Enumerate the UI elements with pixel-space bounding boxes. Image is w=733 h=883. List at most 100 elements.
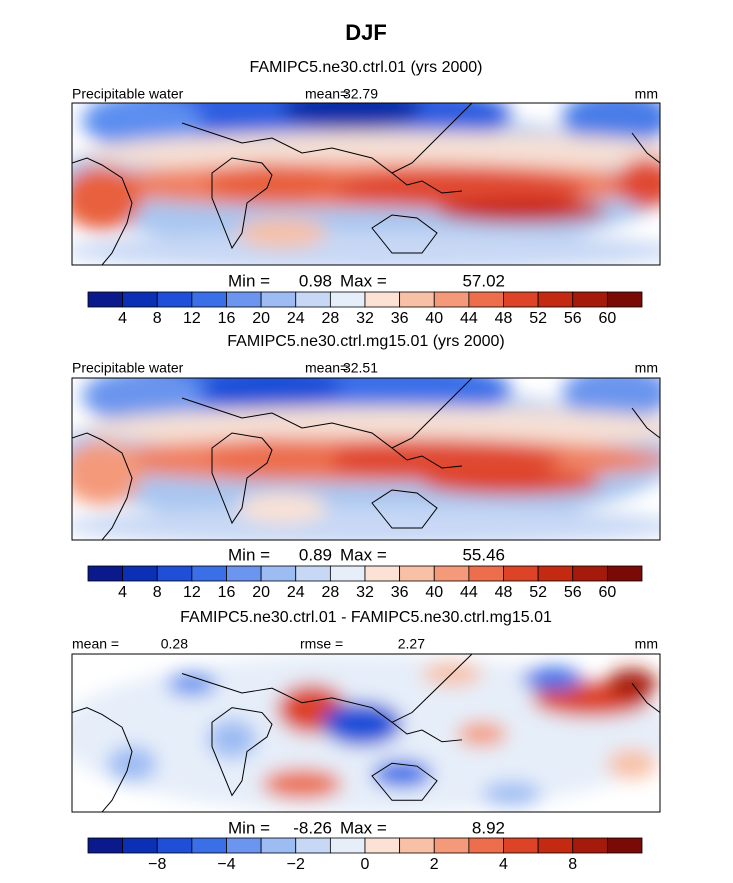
max-label: Max = [340, 271, 387, 290]
colorbar-box [122, 565, 158, 582]
colorbar-tick-label: 12 [183, 310, 201, 327]
field-blob [82, 406, 660, 450]
colorbar-tick-label: 52 [529, 310, 547, 327]
coastlines [72, 103, 660, 265]
max-value: 8.92 [472, 818, 505, 837]
field-blob [72, 231, 660, 265]
colorbar-box [572, 837, 608, 854]
map-frame [71, 377, 661, 541]
coastline [391, 721, 463, 743]
field-blob [207, 163, 337, 203]
stat-label: mean= [305, 360, 348, 376]
colorbar-tick-label: 4 [499, 856, 508, 873]
colorbar-tick-label: 60 [598, 584, 616, 601]
colorbar-tick-label: 8 [568, 856, 577, 873]
colorbar-tick-label: 24 [287, 310, 305, 327]
coastline [72, 707, 133, 812]
figure-title: DJF [345, 20, 387, 45]
colorbar-tick-label: 32 [356, 584, 374, 601]
min-label: Min = [228, 271, 270, 290]
map-field [72, 654, 660, 812]
max-value: 57.02 [462, 271, 505, 290]
colorbar-box [468, 565, 504, 582]
colorbar-box [191, 565, 227, 582]
field-blob [262, 769, 342, 799]
colorbar-tick-label: 60 [598, 310, 616, 327]
coastline [72, 157, 133, 265]
field-blob [617, 158, 660, 208]
max-label: Max = [340, 545, 387, 564]
colorbar-tick-label: 48 [495, 584, 513, 601]
colorbar-tick-label: 20 [252, 584, 270, 601]
field-blob [237, 493, 327, 523]
colorbar-box [433, 837, 470, 854]
max-label: Max = [340, 818, 387, 837]
field-blob [207, 438, 337, 478]
stat-value: 2.27 [398, 636, 425, 652]
map [72, 378, 660, 540]
coastline [211, 707, 273, 797]
colorbar-tick-label: 20 [252, 310, 270, 327]
field-blob [207, 719, 257, 759]
coastline [211, 157, 273, 250]
field-blob [422, 471, 602, 495]
field-blob [72, 441, 142, 505]
colorbar-box [226, 291, 262, 308]
colorbar-box [122, 837, 158, 854]
field-blob [562, 378, 660, 421]
stat-label: mean= [305, 86, 348, 102]
coastline [211, 432, 273, 525]
colorbar-tick-label: 16 [218, 310, 236, 327]
units: mm [635, 360, 658, 376]
colorbar-box [468, 837, 504, 854]
colorbar-tick-label: 28 [321, 584, 339, 601]
colorbar-tick-label: 32 [356, 310, 374, 327]
coastline [631, 407, 660, 439]
colorbar-box [156, 837, 193, 854]
colorbar-box [156, 291, 193, 308]
coastline [631, 132, 660, 164]
colorbar-box [156, 565, 193, 582]
field-blob [82, 103, 202, 149]
colorbar-box [364, 837, 401, 854]
map-frame [71, 102, 661, 266]
colorbar-tick-label: 36 [391, 584, 409, 601]
colorbar-box [295, 565, 331, 582]
colorbar-box [537, 291, 574, 308]
stat-label: rmse = [300, 636, 343, 652]
colorbar-box [329, 291, 366, 308]
min-value: 0.98 [299, 271, 332, 290]
field-label: Precipitable water [72, 86, 184, 102]
colorbar-tick-label: 0 [361, 856, 370, 873]
colorbar-box [226, 565, 262, 582]
stat-label: mean = [72, 636, 119, 652]
coastlines [72, 654, 660, 812]
field-blob [282, 103, 422, 130]
colorbar-tick-label: 44 [460, 584, 478, 601]
colorbar-tick-label: 12 [183, 584, 201, 601]
colorbar-box [87, 837, 124, 854]
colorbar-box [399, 565, 435, 582]
colorbar-box [226, 837, 262, 854]
panel-title: FAMIPC5.ne30.ctrl.mg15.01 (yrs 2000) [227, 333, 504, 350]
colorbar-tick-label: 24 [287, 584, 305, 601]
colorbar-tick-label: 4 [118, 310, 127, 327]
colorbar-box [260, 291, 297, 308]
field-blob [607, 749, 657, 779]
colorbar-box [399, 837, 435, 854]
panel-title: FAMIPC5.ne30.ctrl.01 - FAMIPC5.ne30.ctrl… [180, 609, 552, 626]
field-blob [302, 440, 562, 480]
colorbar-tick-label: 52 [529, 584, 547, 601]
units: mm [635, 636, 658, 652]
colorbar-box [364, 291, 401, 308]
map [72, 654, 660, 812]
coastline [181, 654, 473, 723]
colorbar-box [87, 565, 124, 582]
coastline [391, 172, 463, 194]
coastlines [72, 378, 660, 540]
map-field [72, 378, 660, 540]
map-field [72, 103, 660, 265]
colorbar-box [295, 837, 331, 854]
field-blob [72, 166, 142, 230]
